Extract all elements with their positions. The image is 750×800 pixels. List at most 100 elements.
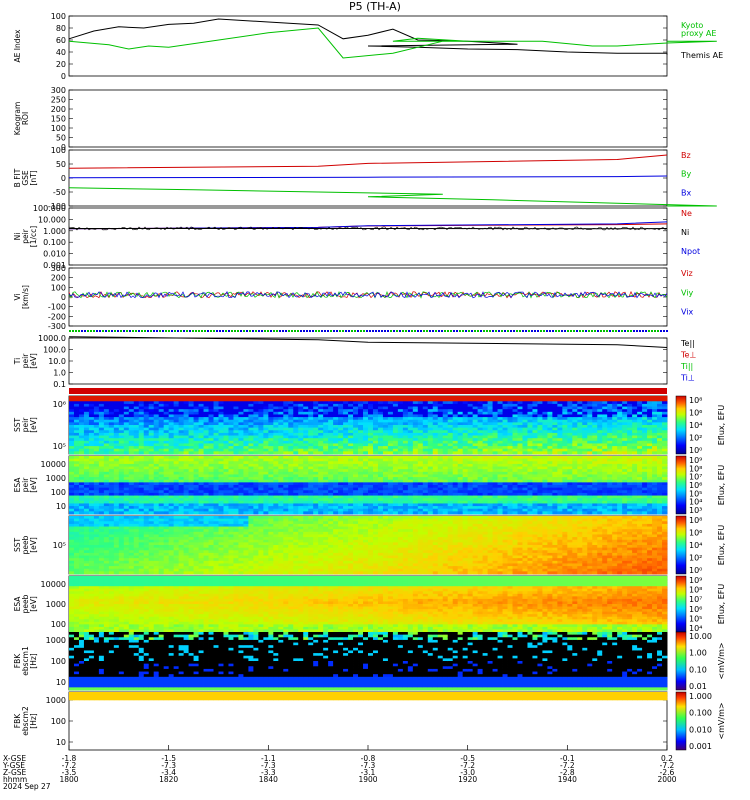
heatmap-cell <box>627 417 633 421</box>
heatmap-cell <box>343 448 349 452</box>
heatmap-cell <box>492 414 498 418</box>
heatmap-cell <box>213 500 219 504</box>
heatmap-cell <box>168 492 175 496</box>
heatmap-cell <box>98 427 105 431</box>
heatmap-cell <box>338 508 344 512</box>
heatmap-cell <box>607 446 613 450</box>
heatmap-cell <box>597 414 603 418</box>
heatmap-cell <box>402 503 409 507</box>
heatmap-cell <box>298 396 304 400</box>
heatmap-cell <box>502 508 508 512</box>
heatmap-cell <box>432 511 439 515</box>
heatmap-cell <box>158 440 165 444</box>
heatmap-cell <box>223 492 229 496</box>
heatmap-cell <box>427 406 434 410</box>
heatmap-cell <box>432 398 439 402</box>
heatmap-cell <box>278 425 284 429</box>
heatmap-cell <box>333 463 339 467</box>
panel-frame <box>68 207 668 266</box>
heatmap-cell <box>318 490 324 494</box>
heatmap-cell <box>502 485 508 489</box>
heatmap-cell <box>632 432 638 436</box>
heatmap-cell <box>452 427 459 431</box>
heatmap-cell <box>457 438 464 442</box>
heatmap-cell <box>163 511 170 515</box>
heatmap-cell <box>143 411 150 415</box>
heatmap-cell <box>492 432 498 436</box>
heatmap-cell <box>78 406 85 410</box>
heatmap-cell <box>407 427 414 431</box>
heatmap-cell <box>482 479 488 483</box>
heatmap-cell <box>198 498 204 502</box>
heatmap-cell <box>417 498 424 502</box>
heatmap-cell <box>273 469 279 473</box>
heatmap-cell <box>128 430 135 434</box>
heatmap-cell <box>193 417 199 421</box>
heatmap-cell <box>118 456 125 460</box>
heatmap-cell <box>607 451 613 455</box>
heatmap-cell <box>183 398 189 402</box>
heatmap-cell <box>193 508 199 512</box>
heatmap-cell <box>592 411 598 415</box>
heatmap-cell <box>472 456 479 460</box>
heatmap-cell <box>343 443 349 447</box>
heatmap-cell <box>547 458 553 462</box>
heatmap-cell <box>537 448 543 452</box>
heatmap-cell <box>303 398 309 402</box>
heatmap-cell <box>213 463 219 467</box>
heatmap-cell <box>173 417 180 421</box>
heatmap-cell <box>377 438 384 442</box>
heatmap-cell <box>472 490 479 494</box>
heatmap-cell <box>547 490 553 494</box>
heatmap-cell <box>318 485 324 489</box>
heatmap-cell <box>283 511 289 515</box>
heatmap-cell <box>83 492 90 496</box>
heatmap-cell <box>228 508 234 512</box>
heatmap-cell <box>158 430 165 434</box>
heatmap-cell <box>402 477 409 481</box>
heatmap-cell <box>542 487 548 491</box>
heatmap-cell <box>467 419 474 423</box>
heatmap-cell <box>652 451 658 455</box>
heatmap-cell <box>238 425 244 429</box>
heatmap-cell <box>647 432 653 436</box>
heatmap-cell <box>472 440 479 444</box>
heatmap-cell <box>168 438 175 442</box>
heatmap-cell <box>358 495 364 499</box>
heatmap-cell <box>288 432 294 436</box>
heatmap-cell <box>313 401 319 405</box>
heatmap-cell <box>527 485 533 489</box>
heatmap-cell <box>148 425 155 429</box>
heatmap-cell <box>308 414 314 418</box>
heatmap-cell <box>308 458 314 462</box>
heatmap-cell <box>412 451 419 455</box>
heatmap-cell <box>308 479 314 483</box>
heatmap-cell <box>69 463 75 467</box>
heatmap-cell <box>308 506 314 510</box>
heatmap-cell <box>193 440 199 444</box>
heatmap-cell <box>118 469 125 473</box>
heatmap-cell <box>153 414 160 418</box>
heatmap-cell <box>278 406 284 410</box>
heatmap-cell <box>178 425 185 429</box>
heatmap-cell <box>512 419 518 423</box>
heatmap-cell <box>273 406 279 410</box>
heatmap-cell <box>467 461 474 465</box>
heatmap-cell <box>412 498 419 502</box>
heatmap-cell <box>632 409 638 413</box>
heatmap-cell <box>283 422 289 426</box>
heatmap-cell <box>213 406 219 410</box>
heatmap-cell <box>502 482 508 486</box>
heatmap-cell <box>467 440 474 444</box>
heatmap-cell <box>168 482 175 486</box>
heatmap-cell <box>188 477 194 481</box>
heatmap-cell <box>657 417 663 421</box>
heatmap-cell <box>268 461 274 465</box>
heatmap-cell <box>517 500 523 504</box>
heatmap-cell <box>273 451 279 455</box>
heatmap-cell <box>462 401 469 405</box>
heatmap-cell <box>397 511 404 515</box>
heatmap-cell <box>223 403 229 407</box>
heatmap-cell <box>253 403 259 407</box>
heatmap-cell <box>348 417 354 421</box>
